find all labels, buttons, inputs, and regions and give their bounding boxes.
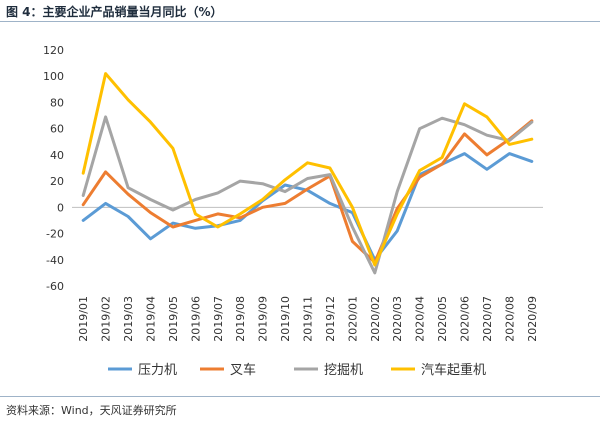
footer-divider xyxy=(0,396,600,397)
x-tick-label: 2019/08 xyxy=(234,296,247,342)
x-tick-label: 2020/07 xyxy=(481,296,494,342)
y-tick-label: 60 xyxy=(50,123,64,136)
x-tick-label: 2019/11 xyxy=(302,296,315,342)
series-line-2 xyxy=(81,115,534,275)
legend-label-2: 挖掘机 xyxy=(324,363,363,378)
y-tick-label: 0 xyxy=(57,201,64,214)
y-tick-label: 20 xyxy=(50,175,64,188)
x-tick-label: 2020/05 xyxy=(436,296,449,342)
x-tick-label: 2019/06 xyxy=(189,296,202,342)
series-line-3 xyxy=(81,72,534,267)
x-tick-label: 2019/02 xyxy=(100,296,113,342)
x-tick-labels: 2019/01 2019/02 2019/03 2019/04 2019/05 2019/… xyxy=(77,296,539,342)
y-tick-label: 120 xyxy=(43,44,64,57)
x-tick-label: 2019/01 xyxy=(77,296,90,342)
x-tick-label: 2020/09 xyxy=(526,296,539,342)
x-tick-label: 2019/04 xyxy=(145,296,158,342)
x-tick-label: 2020/03 xyxy=(391,296,404,342)
y-tick-label: -20 xyxy=(46,228,64,241)
title-divider xyxy=(0,21,600,22)
x-tick-label: 2019/10 xyxy=(279,296,292,342)
legend-label-0: 压力机 xyxy=(138,363,177,378)
y-tick-label: 80 xyxy=(50,96,64,109)
series-lines xyxy=(81,72,534,275)
legend-label-1: 叉车 xyxy=(230,362,256,378)
x-tick-label: 2019/09 xyxy=(257,296,270,342)
x-tick-label: 2020/04 xyxy=(414,296,427,342)
x-tick-label: 2020/01 xyxy=(346,296,359,342)
y-tick-labels: -60 -40 -20 0 20 40 60 80 100 120 xyxy=(43,44,64,293)
x-tick-label: 2019/05 xyxy=(167,296,180,342)
x-tick-label: 2019/12 xyxy=(324,296,337,342)
x-tick-label: 2020/06 xyxy=(459,296,472,342)
legend: 压力机 叉车 挖掘机 汽车起重机 xyxy=(108,362,486,378)
x-tick-label: 2019/03 xyxy=(122,296,135,342)
y-tick-label: -40 xyxy=(46,254,64,267)
y-tick-label: 100 xyxy=(43,70,64,83)
x-tick-label: 2019/07 xyxy=(212,296,225,342)
figure-title: 图 4：主要企业产品销量当月同比（%） xyxy=(6,5,223,19)
y-tick-label: 40 xyxy=(50,149,64,162)
series-line-1 xyxy=(81,119,534,264)
y-tick-label: -60 xyxy=(46,280,64,293)
x-tick-label: 2020/08 xyxy=(503,296,516,342)
x-tick-label: 2020/02 xyxy=(369,296,382,342)
series-line-0 xyxy=(81,152,534,262)
legend-label-3: 汽车起重机 xyxy=(421,362,486,378)
source-note: 资料来源：Wind，天风证券研究所 xyxy=(6,404,177,417)
